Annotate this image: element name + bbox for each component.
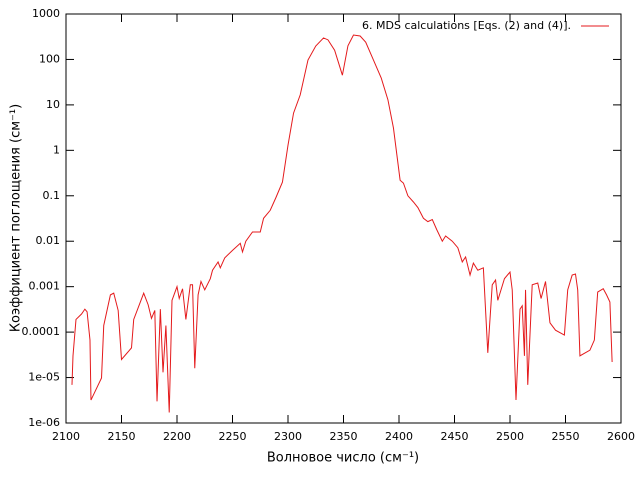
y-tick-label: 0.0001 (22, 325, 61, 338)
x-tick-label: 2150 (108, 430, 136, 443)
y-tick-label: 1 (53, 143, 60, 156)
x-tick-label: 2250 (219, 430, 247, 443)
x-tick-label: 2600 (607, 430, 635, 443)
y-axis-title: Коэффициент поглощения (см⁻¹) (9, 104, 24, 332)
y-tick-label: 1e-06 (28, 416, 60, 429)
legend-label: 6. MDS calculations [Eqs. (2) and (4)]. (362, 19, 571, 32)
x-tick-label: 2450 (441, 430, 469, 443)
x-tick-label: 2200 (163, 430, 191, 443)
x-tick-label: 2100 (52, 430, 80, 443)
x-tick-label: 2300 (274, 430, 302, 443)
plot-border (65, 13, 622, 424)
y-tick-label: 10 (46, 98, 60, 111)
y-tick-label: 1000 (32, 7, 60, 20)
y-tick-label: 1e-05 (28, 371, 60, 384)
y-tick-label: 0.001 (29, 280, 61, 293)
x-tick-label: 2350 (330, 430, 358, 443)
x-axis-title: Волновое число (см⁻¹) (267, 451, 419, 466)
y-tick-label: 0.01 (36, 234, 61, 247)
x-tick-label: 2550 (552, 430, 580, 443)
data-line (71, 34, 613, 413)
y-tick-label: 100 (39, 52, 60, 65)
y-tick-label: 0.1 (43, 189, 61, 202)
x-tick-label: 2500 (496, 430, 524, 443)
x-tick-label: 2400 (385, 430, 413, 443)
